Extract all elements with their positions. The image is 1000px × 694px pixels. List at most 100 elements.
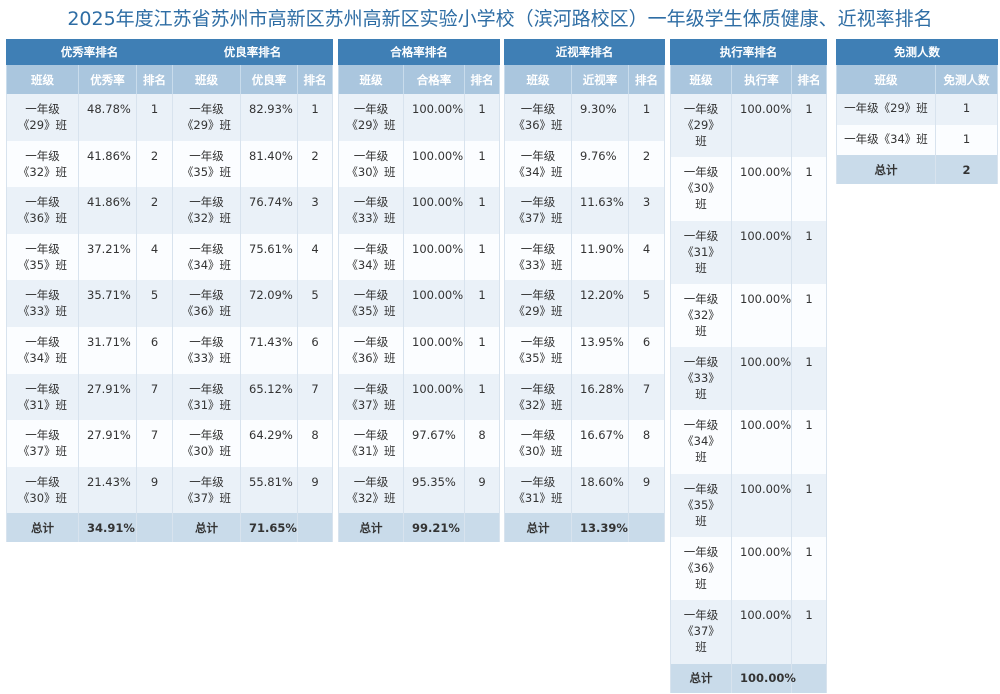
column-header-class: 班级 xyxy=(172,64,241,94)
class-name-line: 一年级 xyxy=(683,291,719,306)
class-name-line: 一年级 xyxy=(189,195,224,210)
total-empty-cell xyxy=(791,663,827,693)
value-cell: 100.00% xyxy=(403,233,465,281)
excellent-table-title: 优秀率排名 xyxy=(6,39,173,65)
class-name-line: 班 xyxy=(695,387,707,402)
class-name-line: 一年级 xyxy=(520,334,556,349)
class-name-line: 一年级 xyxy=(189,381,224,396)
value-cell: 27.91% xyxy=(78,373,137,421)
value-cell: 64.29% xyxy=(240,420,298,467)
table-row: 一年级 《37》班 100.00% 1 xyxy=(338,373,500,421)
table-row: 一年级 《31》班 65.12% 7 xyxy=(172,373,333,421)
table-row: 一年级 《33》班 11.90% 4 xyxy=(504,233,665,281)
column-header-rank: 排名 xyxy=(791,64,827,94)
class-name-line: 《34》班 xyxy=(513,164,563,179)
value-cell: 100.00% xyxy=(403,326,465,374)
rank-cell: 4 xyxy=(136,233,173,281)
class-name-line: 班 xyxy=(695,513,707,528)
class-name-line: 《33》 xyxy=(682,371,720,386)
class-name-cell: 一年级 《31》班 xyxy=(338,420,404,467)
rank-cell: 7 xyxy=(136,373,173,421)
value-cell: 18.60% xyxy=(571,466,629,514)
class-name-cell: 一年级 《35》班 xyxy=(504,326,572,374)
class-name-line: 《30》班 xyxy=(513,444,563,459)
class-name-cell: 一年级 《32》班 xyxy=(6,140,79,188)
class-name-cell: 一年级 《37》班 xyxy=(504,187,572,234)
myopia-table-title: 近视率排名 xyxy=(504,39,665,65)
class-name-line: 一年级 xyxy=(520,241,556,256)
class-name-line: 班 xyxy=(695,323,707,338)
class-name-line: 《32》班 xyxy=(17,164,68,179)
rank-cell: 9 xyxy=(628,466,665,514)
table-row: 一年级 《31》班 27.91% 7 xyxy=(6,373,173,421)
class-name-line: 《35》 xyxy=(682,497,720,512)
column-header-rank: 排名 xyxy=(628,64,665,94)
class-name-line: 《30》班 xyxy=(346,164,396,179)
class-name-line: 《36》班 xyxy=(17,211,68,226)
pass-table: 合格率排名 班级 合格率 排名 一年级 《29》班 100.00% 1 一年级 《30》班 100.… xyxy=(338,39,500,543)
table-row: 一年级 《35》班 13.95% 6 xyxy=(504,326,665,374)
class-name-line: 《35》班 xyxy=(346,304,396,319)
good-table-title: 优良率排名 xyxy=(172,39,333,65)
class-name-cell: 一年级 《37》班 xyxy=(6,420,79,467)
table-row: 一年级 《32》班 16.28% 7 xyxy=(504,373,665,421)
class-name-line: 一年级《34》班 xyxy=(844,131,928,146)
class-name-cell: 一年级《34》班 xyxy=(504,140,572,188)
value-cell: 41.86% xyxy=(78,140,137,188)
class-name-cell: 一年级《29》班 xyxy=(6,94,79,141)
class-name-line: 《32》班 xyxy=(181,211,232,226)
class-name-line: 班 xyxy=(695,134,707,148)
value-cell: 76.74% xyxy=(240,187,298,234)
class-name-cell: 一年级 《30》班 xyxy=(172,420,241,467)
class-name-cell: 一年级 《36》班 xyxy=(670,537,732,601)
rank-cell: 1 xyxy=(464,326,500,374)
class-name-cell: 一年级 《36》班 xyxy=(172,280,241,327)
class-name-line: 《29》班 xyxy=(17,118,68,132)
table-row: 一年级 《34》班 75.61% 4 xyxy=(172,233,333,281)
table-row: 一年级 《29》班 48.78% 1 xyxy=(6,94,173,141)
class-name-line: 《30》 xyxy=(682,181,720,196)
table-row: 一年级《34》班 1 xyxy=(836,124,998,155)
table-row: 一年级 《29》班 100.00% 1 xyxy=(670,94,827,158)
table-row: 一年级 《32》班 100.00% 1 xyxy=(670,283,827,348)
class-name-line: 《31》班 xyxy=(181,397,232,412)
value-cell: 41.86% xyxy=(78,187,137,234)
class-name-line: 一年级 xyxy=(520,474,556,489)
rank-cell: 1 xyxy=(791,410,827,474)
total-empty-cell xyxy=(136,513,173,543)
value-cell: 31.71% xyxy=(78,326,137,374)
class-name-line: 一年级 xyxy=(683,545,719,560)
value-cell: 81.40% xyxy=(240,140,298,188)
class-name-cell: 一年级《34》班 xyxy=(338,233,404,281)
class-name-line: 一年级 xyxy=(353,288,389,303)
excellent-table: 优秀率排名 班级 优秀率 排名 一年级 《29》班 48.78% 1 一年级 《32》班 41.86… xyxy=(6,39,173,543)
table-row: 一年级 《34》班 9.76% 2 xyxy=(504,140,665,188)
column-header-rank: 排名 xyxy=(136,64,173,94)
table-row: 一年级 《29》班 100.00% 1 xyxy=(338,94,500,141)
class-name-cell: 一年级 《35》班 xyxy=(338,280,404,327)
table-row: 一年级 《31》班 97.67% 8 xyxy=(338,420,500,467)
class-name-cell: 一年级 《32》班 xyxy=(504,373,572,421)
rank-cell: 9 xyxy=(136,466,173,514)
rank-cell: 3 xyxy=(297,187,333,234)
rank-cell: 1 xyxy=(464,187,500,234)
rank-cell: 6 xyxy=(297,326,333,374)
execution-title-row: 执行率排名 xyxy=(670,39,827,65)
rank-cell: 7 xyxy=(628,373,665,421)
value-cell: 100.00% xyxy=(731,94,792,158)
table-row: 一年级 《37》班 100.00% 1 xyxy=(670,600,827,664)
good-header-row: 班级 优良率 排名 xyxy=(172,64,333,94)
column-header-value: 执行率 xyxy=(731,64,792,94)
class-name-line: 一年级 xyxy=(189,241,224,256)
column-header-class: 班级 xyxy=(504,64,572,94)
rank-cell: 2 xyxy=(297,140,333,188)
column-header-class: 班级 xyxy=(6,64,79,94)
rank-cell: 1 xyxy=(297,94,333,141)
value-cell: 27.91% xyxy=(78,420,137,467)
rank-cell: 6 xyxy=(628,326,665,374)
class-name-line: 《32》 xyxy=(682,307,720,322)
excellent-header-row: 班级 优秀率 排名 xyxy=(6,64,173,94)
table-row: 一年级 《35》班 81.40% 2 xyxy=(172,140,333,188)
column-header-rank: 排名 xyxy=(297,64,333,94)
table-row: 一年级 《30》班 21.43% 9 xyxy=(6,466,173,514)
